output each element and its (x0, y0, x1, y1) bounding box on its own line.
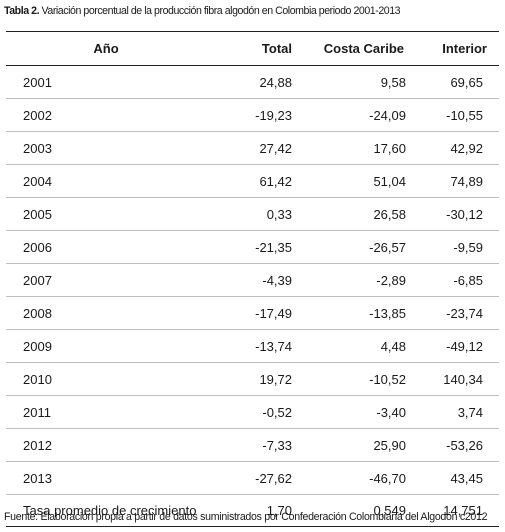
total-cell: -7,33 (262, 437, 292, 453)
costa-caribe-cell: -46,70 (369, 470, 406, 486)
year-cell: 2008 (23, 305, 52, 321)
table-row: 2006 -21,35 -26,57 -9,59 (6, 231, 499, 264)
costa-caribe-cell: 9,58 (380, 74, 406, 90)
header-costa-caribe: Costa Caribe (323, 41, 404, 56)
total-cell: -0,52 (262, 404, 292, 420)
table-row: 2010 19,72 -10,52 140,34 (6, 363, 499, 396)
total-cell: -19,23 (255, 107, 292, 123)
interior-cell: 42,92 (450, 140, 483, 156)
table-row: 2005 0,33 26,58 -30,12 (6, 198, 499, 231)
interior-cell: 3,74 (457, 404, 483, 420)
year-cell: 2006 (23, 239, 52, 255)
costa-caribe-cell: -2,89 (376, 272, 406, 288)
total-cell: 1,70 (266, 503, 292, 518)
costa-caribe-cell: 25,90 (373, 437, 406, 453)
interior-cell: -49,12 (446, 338, 483, 354)
header-year: Año (93, 41, 119, 56)
table-row: 2003 27,42 17,60 42,92 (6, 132, 499, 165)
table-row: 2002 -19,23 -24,09 -10,55 (6, 99, 499, 132)
data-table: Año Total Costa Caribe Interior 2001 24,8… (6, 31, 499, 527)
table-source-note: Fuente: Elaboración propia a partir de d… (4, 511, 488, 523)
year-cell: 2005 (23, 206, 52, 222)
table-body: 2001 24,88 9,58 69,65 2002 -19,23 -24,09 -10,55… (6, 66, 499, 526)
header-total: Total (261, 41, 292, 56)
costa-caribe-cell: 4,48 (380, 338, 406, 354)
table-row: 2007 -4,39 -2,89 -6,85 (6, 264, 499, 297)
interior-cell: -30,12 (446, 206, 483, 222)
interior-cell: 43,45 (450, 470, 483, 486)
year-cell: Tasa promedio de crecimiento (23, 503, 197, 518)
total-cell: 27,42 (259, 140, 292, 156)
table-row: 2004 61,42 51,04 74,89 (6, 165, 499, 198)
total-cell: -17,49 (255, 305, 292, 321)
table-row: 2013 -27,62 -46,70 43,45 (6, 462, 499, 495)
year-cell: 2001 (23, 74, 52, 90)
table-row: 2012 -7,33 25,90 -53,26 (6, 429, 499, 462)
costa-caribe-cell: -10,52 (369, 371, 406, 387)
interior-cell: 14,751 (443, 503, 483, 518)
total-cell: -13,74 (255, 338, 292, 354)
header-interior: Interior (442, 41, 487, 56)
summary-row: Tasa promedio de crecimiento 1,70 0,549 14,… (6, 495, 499, 526)
total-cell: -4,39 (262, 272, 292, 288)
year-cell: 2004 (23, 173, 52, 189)
year-cell: 2009 (23, 338, 52, 354)
total-cell: -27,62 (255, 470, 292, 486)
caption-label: Tabla 2. (4, 5, 40, 17)
interior-cell: -53,26 (446, 437, 483, 453)
caption-text: Variación porcentual de la producción fi… (39, 5, 401, 17)
year-cell: 2013 (23, 470, 52, 486)
table-row: 2009 -13,74 4,48 -49,12 (6, 330, 499, 363)
interior-cell: 69,65 (450, 74, 483, 90)
year-cell: 2010 (23, 371, 52, 387)
table-caption: Tabla 2. Variación porcentual de la prod… (4, 4, 501, 18)
interior-cell: -23,74 (446, 305, 483, 321)
table-row: 2011 -0,52 -3,40 3,74 (6, 396, 499, 429)
costa-caribe-cell: -24,09 (369, 107, 406, 123)
total-cell: -21,35 (255, 239, 292, 255)
table-row: 2008 -17,49 -13,85 -23,74 (6, 297, 499, 330)
costa-caribe-cell: 17,60 (373, 140, 406, 156)
interior-cell: -6,85 (453, 272, 483, 288)
total-cell: 19,72 (259, 371, 292, 387)
year-cell: 2002 (23, 107, 52, 123)
interior-cell: -10,55 (446, 107, 483, 123)
costa-caribe-cell: -3,40 (376, 404, 406, 420)
table-header-row: Año Total Costa Caribe Interior (6, 32, 499, 66)
interior-cell: -9,59 (453, 239, 483, 255)
costa-caribe-cell: -13,85 (369, 305, 406, 321)
total-cell: 24,88 (259, 74, 292, 90)
year-cell: 2012 (23, 437, 52, 453)
interior-cell: 140,34 (443, 371, 483, 387)
table-row: 2001 24,88 9,58 69,65 (6, 66, 499, 99)
costa-caribe-cell: 0,549 (373, 503, 406, 518)
interior-cell: 74,89 (450, 173, 483, 189)
costa-caribe-cell: -26,57 (369, 239, 406, 255)
year-cell: 2011 (23, 404, 51, 420)
year-cell: 2003 (23, 140, 52, 156)
costa-caribe-cell: 51,04 (373, 173, 406, 189)
year-cell: 2007 (23, 272, 52, 288)
total-cell: 0,33 (266, 206, 292, 222)
costa-caribe-cell: 26,58 (373, 206, 406, 222)
total-cell: 61,42 (259, 173, 292, 189)
